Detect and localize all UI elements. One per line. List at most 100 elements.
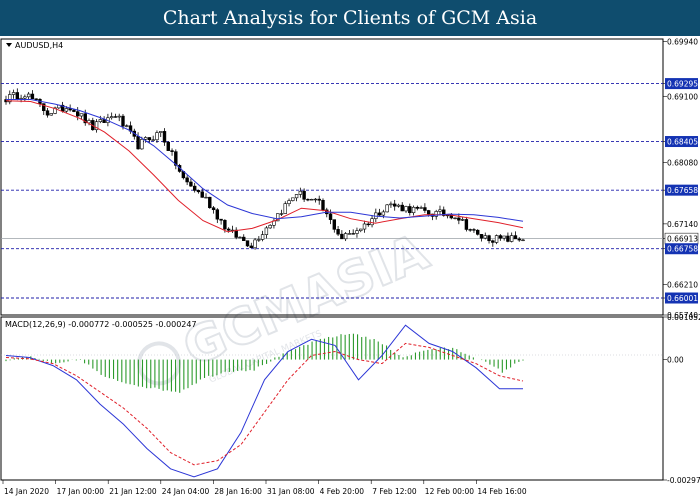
candle-body xyxy=(389,203,393,206)
candle-body xyxy=(343,233,348,240)
candle-body xyxy=(223,219,227,230)
time-axis-label: 17 Jan 00:00 xyxy=(57,487,105,496)
candle-body xyxy=(494,235,499,243)
candle-body xyxy=(155,132,159,141)
candle-body xyxy=(23,96,27,99)
candle-body xyxy=(170,150,174,152)
candle-body xyxy=(45,110,50,116)
price-axis-label: 0.66001 xyxy=(667,294,698,303)
chart-area: GCMASIA GLOBAL CAPITAL MARKETS 0.699400.… xyxy=(0,36,700,500)
candle-body xyxy=(306,198,310,201)
candle-body xyxy=(94,121,99,131)
candle-body xyxy=(355,230,359,234)
candle-body xyxy=(102,119,106,123)
candle-body xyxy=(264,227,269,235)
candle-body xyxy=(483,235,487,239)
candle-body xyxy=(185,177,189,183)
candle-body xyxy=(415,206,420,209)
candle-body xyxy=(151,139,155,141)
candle-body xyxy=(366,223,370,226)
candle-body xyxy=(219,218,223,221)
candle-body xyxy=(513,235,518,240)
candle-body xyxy=(457,217,461,221)
candle-body xyxy=(15,92,20,100)
candle-body xyxy=(347,233,352,235)
price-axis-badge xyxy=(665,78,698,90)
candle-body xyxy=(200,191,204,198)
candle-body xyxy=(502,235,506,239)
candle-body xyxy=(113,116,118,118)
candle-body xyxy=(472,229,476,231)
candle-body xyxy=(226,228,231,231)
candle-body xyxy=(509,235,514,242)
candle-body xyxy=(362,223,367,230)
candle-body xyxy=(442,209,446,216)
candle-body xyxy=(211,207,216,211)
time-axis-label: 24 Jan 04:00 xyxy=(162,487,210,496)
candle-body xyxy=(204,196,208,199)
candle-body xyxy=(400,204,404,212)
candle-body xyxy=(359,228,363,231)
price-axis-label: 0.66758 xyxy=(667,245,698,254)
candle-body xyxy=(121,115,125,127)
price-axis-label: 0.69100 xyxy=(667,92,698,101)
candle-body xyxy=(249,245,253,249)
candle-body xyxy=(476,229,480,235)
candle-body xyxy=(340,233,344,240)
price-pane: 0.69940 0.69295 0.69100 0.68405 0.68080 0.676… xyxy=(0,38,699,320)
candle-body xyxy=(506,235,510,242)
time-axis-label: 28 Jan 16:00 xyxy=(214,487,262,496)
candle-body xyxy=(208,196,212,209)
candle-body xyxy=(351,233,355,235)
price-axis-badge xyxy=(665,292,698,304)
candle-body xyxy=(328,213,333,220)
macd-axis-label: 0.001052 xyxy=(667,313,700,322)
candle-body xyxy=(79,113,84,117)
candle-body xyxy=(26,93,31,98)
candle-body xyxy=(8,94,12,103)
price-axis-label: 0.66210 xyxy=(667,280,698,289)
banner-title: Chart Analysis for Clients of GCM Asia xyxy=(162,7,538,29)
candle-body xyxy=(468,229,472,231)
candle-body xyxy=(294,194,299,199)
candle-body xyxy=(332,219,337,230)
candle-body xyxy=(189,181,193,187)
candle-body xyxy=(313,198,318,201)
candlesticks xyxy=(4,88,525,250)
macd-axis-label: -0.002976 xyxy=(667,476,700,485)
dropdown-arrow-icon[interactable] xyxy=(6,43,12,47)
candle-body xyxy=(238,236,242,239)
candle-body xyxy=(276,213,280,222)
price-axis-badge xyxy=(665,136,698,148)
time-axis-label: 12 Feb 00:00 xyxy=(425,487,474,496)
candle-body xyxy=(385,204,389,213)
candle-body xyxy=(491,240,495,243)
candle-body xyxy=(192,185,197,191)
candle-body xyxy=(396,204,401,207)
candle-body xyxy=(49,113,53,116)
candle-body xyxy=(245,240,250,247)
candle-body xyxy=(117,115,121,118)
candle-body xyxy=(298,190,303,195)
candle-body xyxy=(283,203,287,214)
candle-body xyxy=(317,198,321,201)
time-axis-label: 31 Jan 08:00 xyxy=(267,487,315,496)
candle-body xyxy=(196,190,201,193)
candle-body xyxy=(30,93,35,100)
candle-body xyxy=(143,137,148,140)
candle-body xyxy=(64,108,69,112)
macd-label: MACD(12,26,9) -0.000772 -0.000525 -0.000… xyxy=(5,320,197,329)
price-frame xyxy=(0,38,664,316)
price-axis-label: 0.69295 xyxy=(667,80,698,89)
candle-body xyxy=(140,139,144,150)
candle-body xyxy=(215,209,220,220)
candle-body xyxy=(408,206,412,214)
candle-body xyxy=(517,238,521,241)
candle-body xyxy=(234,229,238,238)
symbol-label: AUDUSD,H4 xyxy=(15,41,63,50)
candle-body xyxy=(487,235,491,242)
price-axis-badge xyxy=(665,184,698,196)
candle-body xyxy=(438,209,442,212)
macd-frame xyxy=(0,316,664,481)
candle-body xyxy=(53,107,57,114)
